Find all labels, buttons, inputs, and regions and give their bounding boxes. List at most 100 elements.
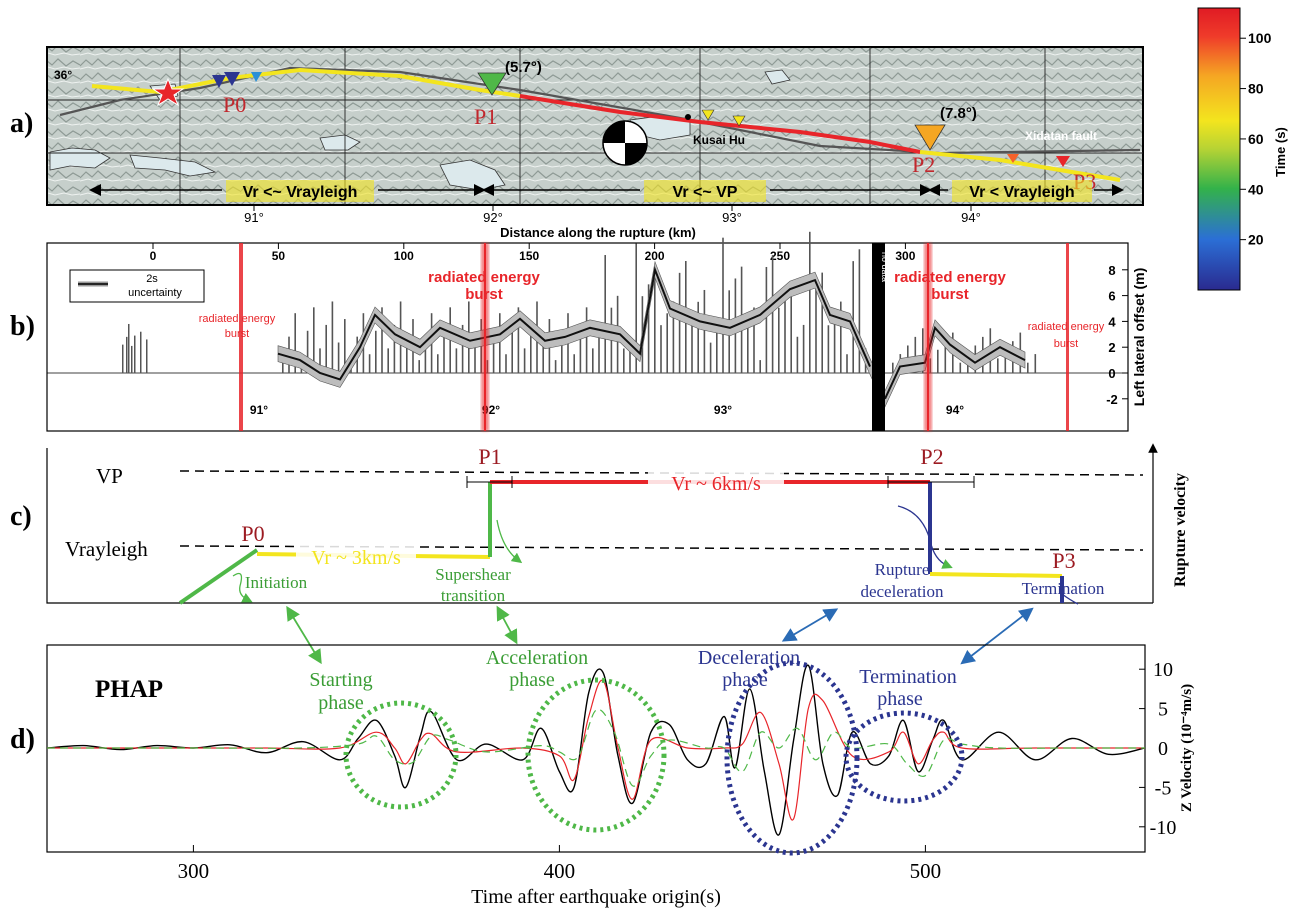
energy-bursts bbox=[239, 243, 1069, 431]
map-xlabel: Distance along the rupture (km) bbox=[500, 225, 696, 240]
phase-starting-1: Starting bbox=[309, 669, 372, 691]
slip-bar bbox=[629, 336, 631, 373]
time-tick-label: 300 bbox=[178, 859, 210, 883]
time-tick-label: 400 bbox=[544, 859, 576, 883]
no-data-bar bbox=[872, 243, 885, 431]
epicenter-star-icon bbox=[151, 77, 185, 107]
angle-label-p2: (7.8°) bbox=[940, 105, 977, 122]
panel-c-velocity: VP Vrayleigh Vr ~ 3km/s Vr ~ 6km/s P0 P1… bbox=[46, 443, 1189, 605]
waveform-series-2 bbox=[46, 708, 1146, 787]
burst-label-1b: burst bbox=[225, 328, 249, 340]
lake bbox=[764, 69, 791, 85]
stage-termination: Termination bbox=[1022, 579, 1105, 598]
slip-bar bbox=[821, 272, 823, 373]
slip-bar bbox=[474, 342, 476, 373]
panel-a-map: 36° P0 P1 P2 P3 (5.7°) (7.8°) Kusai Hu X… bbox=[46, 46, 1144, 240]
slip-bar bbox=[344, 319, 346, 373]
slip-bar bbox=[134, 335, 136, 373]
slip-bar bbox=[131, 345, 133, 373]
speed-label-3kms: Vr ~ 3km/s bbox=[311, 547, 401, 569]
burst-label-4b: burst bbox=[1054, 338, 1078, 350]
slip-bar bbox=[666, 313, 668, 373]
station-triangle-icon bbox=[701, 109, 715, 121]
burst-line bbox=[239, 243, 243, 431]
regime-bg bbox=[226, 180, 374, 202]
slip-bar bbox=[313, 307, 315, 373]
slip-bar bbox=[997, 358, 999, 373]
slip-bar bbox=[790, 284, 792, 373]
slip-bar bbox=[294, 313, 296, 373]
slip-bar bbox=[393, 324, 396, 373]
regime-label-1: Vr <~ Vrayleigh bbox=[243, 184, 358, 201]
panel-label-a: a) bbox=[10, 108, 33, 139]
lon-label: 94° bbox=[946, 403, 964, 417]
velocity-tick-label: 10 bbox=[1153, 659, 1173, 681]
slip-bar bbox=[840, 301, 842, 373]
kusai-dot bbox=[685, 114, 691, 120]
station-triangle-icon bbox=[224, 72, 240, 86]
slip-bar bbox=[892, 362, 894, 373]
dist-tick-label: 200 bbox=[645, 249, 665, 263]
velocity-tick-label: -5 bbox=[1155, 777, 1172, 799]
slip-bar bbox=[381, 307, 383, 373]
level-vp: VP bbox=[96, 464, 123, 488]
offset-tick-label: 2 bbox=[1108, 340, 1115, 355]
slip-bar bbox=[753, 307, 755, 373]
colorbar-ticks: 20 40 60 80 100 bbox=[1240, 30, 1272, 248]
slip-bar bbox=[554, 360, 557, 373]
slip-bar bbox=[146, 339, 148, 373]
slip-bar bbox=[517, 307, 520, 373]
colorbar-gradient bbox=[1197, 7, 1241, 291]
map-lon-ticks: 91° 92° 93° 94° bbox=[244, 205, 981, 225]
focal-mechanism-icon bbox=[602, 120, 648, 166]
burst-line bbox=[1066, 243, 1069, 431]
dist-tick-label: 50 bbox=[272, 249, 286, 263]
velocity-point-p3: P3 bbox=[1052, 548, 1075, 573]
slip-bar bbox=[959, 362, 962, 373]
slip-bar bbox=[654, 272, 656, 373]
slip-bar bbox=[523, 348, 526, 373]
slip-bar bbox=[437, 354, 439, 373]
slip-bar bbox=[691, 313, 693, 373]
slip-bar bbox=[771, 255, 774, 373]
slip-bar bbox=[858, 249, 861, 373]
burst-label-1a: radiated energy bbox=[199, 313, 276, 325]
velocity-axes bbox=[46, 448, 1153, 604]
slip-bar bbox=[747, 319, 749, 373]
slip-bar bbox=[765, 266, 768, 373]
slip-bar bbox=[709, 342, 712, 373]
slip-bar bbox=[716, 330, 718, 373]
slip-bar bbox=[443, 330, 445, 373]
velocity-point-p0: P0 bbox=[241, 521, 264, 546]
waveform-ylabel: Z Velocity (10⁻⁴m/s) bbox=[1179, 684, 1195, 812]
connector-arrows bbox=[286, 605, 1034, 665]
slip-bar bbox=[282, 360, 284, 373]
slip-bar bbox=[592, 348, 594, 373]
p2-triangle-icon bbox=[914, 124, 946, 151]
slip-bar bbox=[561, 336, 563, 373]
velocity-point-p2: P2 bbox=[920, 444, 943, 469]
panel-label-c: c) bbox=[10, 501, 32, 532]
phase-deceleration-1: Deceleration bbox=[698, 647, 800, 669]
slip-bar bbox=[579, 330, 582, 373]
dist-tick-label: 0 bbox=[150, 249, 157, 263]
colorbar: 20 40 60 80 100 Time (s) bbox=[1197, 7, 1288, 291]
stage-initiation: Initiation bbox=[245, 573, 308, 592]
regime-bg bbox=[644, 180, 766, 202]
slip-bar bbox=[492, 336, 495, 373]
slip-bar bbox=[796, 336, 799, 373]
slip-bar bbox=[319, 348, 321, 373]
slip-bar bbox=[604, 255, 606, 373]
pointer-arrow bbox=[897, 505, 953, 569]
no-data-label: no data bbox=[880, 252, 890, 282]
velocity-segment-slow bbox=[929, 572, 1063, 578]
slip-bar bbox=[126, 336, 128, 373]
station-triangle-icon bbox=[1056, 156, 1070, 167]
offset-tick-label: 6 bbox=[1108, 289, 1115, 304]
lon-tick-label: 92° bbox=[483, 210, 503, 225]
slip-bar bbox=[418, 360, 420, 373]
pointer-arrow bbox=[496, 519, 523, 564]
slip-bar bbox=[802, 324, 805, 373]
